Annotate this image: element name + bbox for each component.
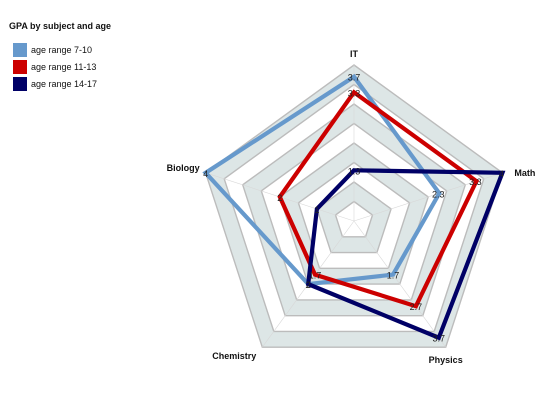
value-label-s1-biology: 2: [277, 193, 282, 203]
axis-label-biology: Biology: [167, 163, 200, 173]
legend-swatch-7-10: [13, 42, 27, 57]
series-line-2: [305, 168, 506, 341]
value-label-s0-it: 3.7: [348, 73, 361, 83]
value-label-s1-chemistry: 1.7: [309, 271, 322, 281]
chart-title: GPA by subject and age: [9, 21, 112, 31]
axis-label-chemistry: Chemistry: [212, 351, 256, 361]
legend: age range 7-10 age range 11-13 age range…: [13, 41, 97, 92]
value-label-s2-it: 1.3: [348, 166, 361, 176]
legend-label-11-13: age range 11-13: [31, 61, 97, 72]
legend-item-11-13: age range 11-13: [13, 58, 97, 75]
value-label-s0-physics: 1.7: [387, 271, 400, 281]
legend-label-14-17: age range 14-17: [31, 78, 98, 89]
axis-labels: IT Math Physics Chemistry Biology: [167, 49, 536, 365]
spoke-physics: [353, 220, 446, 348]
series-layer: [202, 73, 506, 341]
value-label-s2-math: 4: [499, 169, 504, 179]
legend-item-14-17: age range 14-17: [13, 75, 97, 92]
value-label-s0-biology: 4: [203, 169, 208, 179]
legend-label-7-10: age range 7-10: [31, 44, 93, 55]
legend-swatch-11-13: [13, 59, 27, 74]
value-label-s2-biology: 1: [314, 205, 319, 215]
series-line-1: [277, 89, 480, 309]
value-label-s2-physics: 3.7: [433, 334, 446, 344]
series-line-0: [202, 73, 442, 287]
legend-item-7-10: age range 7-10: [13, 41, 97, 58]
axis-label-physics: Physics: [429, 355, 463, 365]
value-label-s1-it: 3.3: [348, 88, 361, 98]
value-label-s2-chemistry: 2: [306, 280, 311, 290]
axis-label-math: Math: [514, 168, 535, 178]
value-label-s1-math: 3.3: [469, 177, 482, 187]
legend-swatch-14-17: [13, 76, 27, 91]
axis-label-it: IT: [350, 49, 359, 59]
value-label-s0-chemistry: 2: [306, 280, 311, 290]
value-label-s1-physics: 2.7: [410, 302, 423, 312]
value-label-s0-math: 2.3: [432, 189, 445, 199]
